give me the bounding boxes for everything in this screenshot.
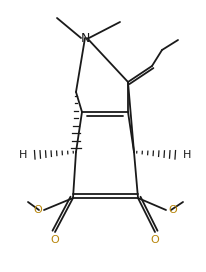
Text: N: N <box>80 32 89 45</box>
Text: H: H <box>182 150 191 160</box>
Text: O: O <box>50 235 59 245</box>
Text: O: O <box>33 205 42 215</box>
Text: O: O <box>150 235 159 245</box>
Text: O: O <box>167 205 176 215</box>
Text: H: H <box>19 150 27 160</box>
